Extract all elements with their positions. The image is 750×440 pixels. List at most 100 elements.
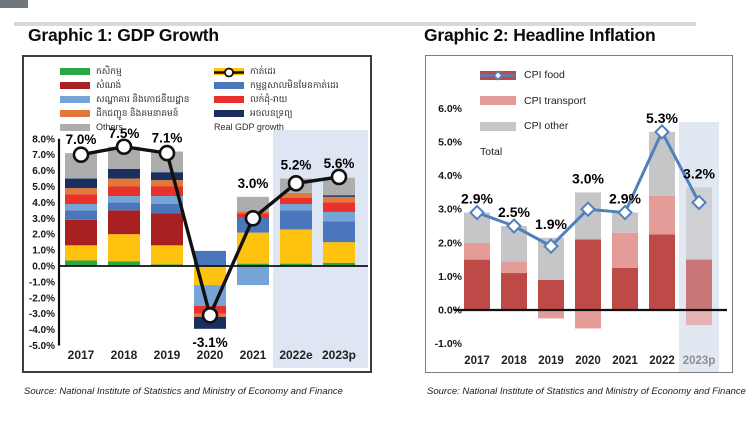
bar-segment-c1-s6	[108, 178, 140, 187]
headline-inflation-chart: 2017 2018 2019 2020 2021 2022 2023p 6.0% 5.0% 4.0…	[435, 103, 727, 372]
data-label-2022e: 5.2%	[281, 158, 312, 173]
y-tick-label: 0.0%	[32, 262, 55, 273]
bar-segment-c6-s1	[686, 310, 712, 326]
bar-segment-c5-s2	[649, 131, 675, 196]
data-label-2021: 3.0%	[238, 176, 269, 191]
bar-segment-c2-s8	[151, 151, 183, 173]
y-tick-label: -1.0%	[435, 338, 463, 350]
bar-segment-c2-s1	[151, 245, 183, 265]
y-tick-label: -5.0%	[29, 341, 55, 352]
data-label-2022: 5.3%	[646, 110, 678, 126]
inflation-chart-title: Graphic 2: Headline Inflation	[424, 25, 656, 45]
bar-segment-c5-s4	[280, 203, 312, 211]
bar-segment-c2-s2	[151, 213, 183, 246]
bar-segment-c4-s1	[612, 232, 638, 268]
bar-segment-c6-s8	[323, 177, 355, 196]
bar-segment-c4-s4	[237, 266, 269, 286]
bar-segment-c4-s0	[612, 268, 638, 310]
bar-segment-c2-s5	[151, 186, 183, 197]
data-label-2021: 2.9%	[609, 191, 641, 207]
line-marker-diamond	[691, 194, 707, 211]
bar-segment-c5-s0	[280, 263, 312, 266]
data-label-2023p: 5.6%	[324, 156, 355, 171]
bar-segment-c0-s0	[65, 260, 97, 266]
line-marker-diamond	[506, 218, 522, 234]
bar-segment-c6-s5	[323, 202, 355, 212]
y-tick-label: 0.0%	[438, 305, 463, 317]
x-axis-label-2021: 2021	[240, 348, 267, 362]
bar-segment-c0-s1	[65, 245, 97, 261]
bar-segment-c6-s6	[323, 196, 355, 203]
bar-segment-c5-s6	[280, 192, 312, 198]
bar-segment-c5-s3	[280, 210, 312, 230]
bar-segment-c0-s0	[464, 259, 490, 310]
y-tick-label: 6.0%	[32, 166, 55, 177]
gdp-source-note: Source: National Institute of Statistics…	[24, 386, 343, 397]
bar-segment-c0-s5	[65, 194, 97, 204]
bar-segment-c0-s1	[464, 242, 490, 260]
bar-segment-c1-s1	[501, 261, 527, 274]
x-axis-label-2022: 2022	[649, 355, 675, 367]
data-label-2023p: 3.2%	[683, 165, 715, 181]
data-label-2018: 7.5%	[109, 126, 140, 141]
bar-segment-c3-s3	[194, 250, 226, 266]
y-tick-label: 3.0%	[438, 204, 463, 216]
bar-segment-c2-s7	[151, 172, 183, 181]
x-axis-label-2023p: 2023p	[683, 355, 716, 367]
y-tick-label: 5.0%	[438, 137, 463, 149]
data-label-2020: 3.0%	[572, 170, 604, 186]
x-axis-label-2022e: 2022e	[279, 348, 313, 362]
bar-segment-c1-s0	[108, 261, 140, 266]
data-label-2020: -3.1%	[192, 335, 227, 350]
data-label-2017: 2.9%	[461, 191, 493, 207]
bar-segment-c6-s7	[323, 195, 355, 197]
line-marker-circle	[201, 306, 219, 324]
y-tick-label: 1.0%	[32, 246, 55, 257]
bar-segment-c6-s0	[686, 259, 712, 310]
gdp-growth-chart: 2017 2018 2019 2020 2021 2022e 2023p 8.0% 7.0% 6.…	[29, 126, 368, 368]
y-tick-label: 8.0%	[32, 134, 55, 145]
y-tick-label: 3.0%	[32, 214, 55, 225]
bar-segment-c1-s5	[108, 186, 140, 197]
bar-segment-c4-s2	[612, 212, 638, 233]
data-label-2018: 2.5%	[498, 204, 530, 220]
bar-segment-c1-s3	[108, 202, 140, 211]
bar-segment-c2-s1	[538, 310, 564, 319]
bar-segment-c0-s3	[65, 210, 97, 220]
bar-segment-c6-s0	[323, 262, 355, 266]
data-label-2017: 7.0%	[66, 132, 97, 147]
bar-segment-c1-s1	[108, 234, 140, 262]
bar-segment-c3-s1	[575, 310, 601, 329]
y-tick-label: -4.0%	[29, 325, 55, 336]
bar-segment-c2-s0	[538, 279, 564, 310]
bar-segment-c1-s2	[108, 210, 140, 235]
bar-segment-c2-s6	[151, 180, 183, 187]
x-axis-label-2017: 2017	[464, 355, 490, 367]
y-tick-label: -3.0%	[29, 309, 55, 320]
bar-segment-c1-s0	[501, 273, 527, 310]
bar-segment-c1-s7	[108, 169, 140, 179]
gdp-chart-title: Graphic 1: GDP Growth	[28, 25, 219, 45]
y-tick-label: 4.0%	[32, 198, 55, 209]
data-label-2019: 7.1%	[152, 131, 183, 146]
y-tick-label: 2.0%	[438, 237, 463, 249]
y-tick-label: -1.0%	[29, 277, 55, 288]
bar-segment-c4-s0	[237, 263, 269, 266]
bar-segment-c0-s7	[65, 178, 97, 189]
bar-segment-c4-s1	[237, 232, 269, 264]
line-marker-diamond	[543, 238, 559, 255]
x-axis-label-2017: 2017	[68, 348, 95, 362]
x-axis-label-2018: 2018	[501, 355, 527, 367]
line-marker-circle	[72, 146, 90, 163]
line-marker-circle	[244, 210, 262, 227]
line-marker-circle	[158, 144, 176, 162]
line-marker-circle	[330, 168, 348, 186]
bar-segment-c5-s0	[649, 234, 675, 310]
bar-segment-c5-s5	[280, 197, 312, 204]
x-axis-label-2020: 2020	[197, 348, 224, 362]
x-axis-label-2019: 2019	[154, 348, 181, 362]
bar-segment-c0-s6	[65, 188, 97, 195]
line-marker-diamond	[617, 204, 633, 221]
y-tick-label: 6.0%	[438, 103, 463, 115]
bar-segment-c6-s4	[323, 211, 355, 222]
